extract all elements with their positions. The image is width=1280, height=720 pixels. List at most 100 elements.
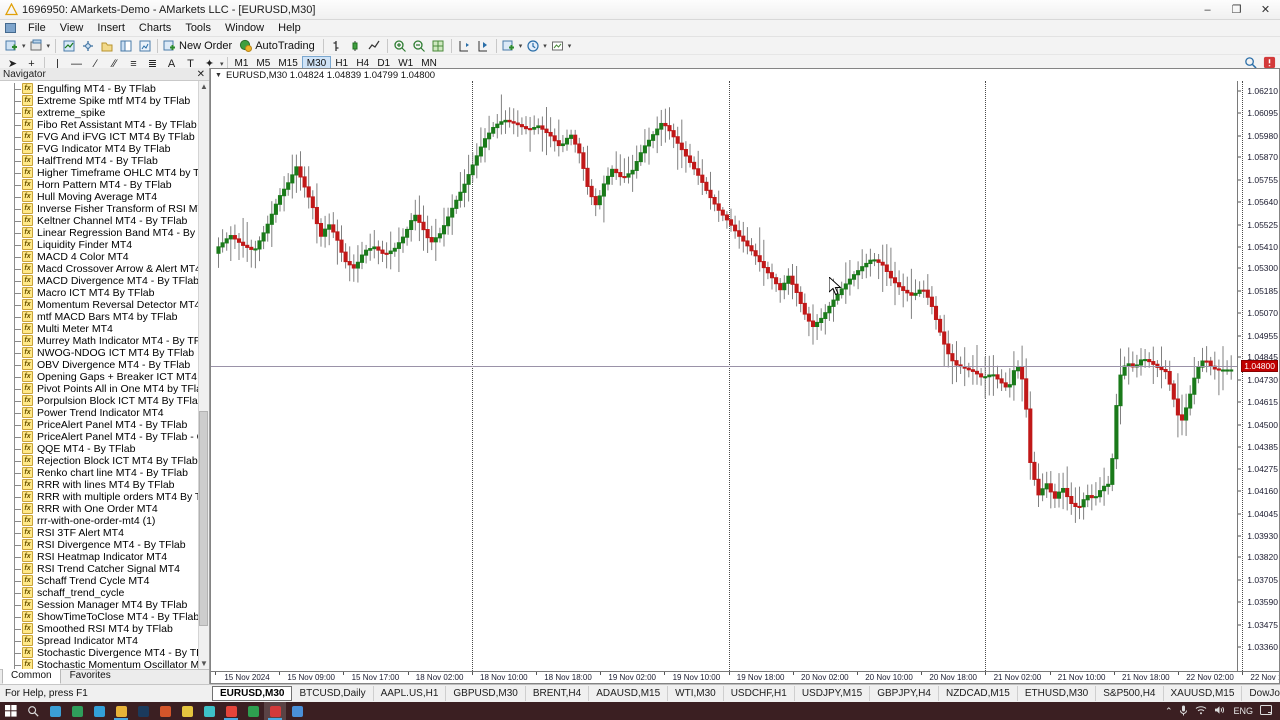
- navigator-indicator-list[interactable]: fx Engulfing MT4 - By TFlab fx Extreme Spik…: [0, 81, 198, 669]
- navigator-item[interactable]: fx RSI Divergence MT4 - By TFlab: [0, 539, 198, 551]
- timeframe-m5[interactable]: M5: [256, 58, 271, 69]
- arrows-caret-icon[interactable]: ▾: [220, 60, 224, 68]
- scroll-up-arrow-icon[interactable]: ▲: [200, 82, 208, 91]
- autotrading-button[interactable]: AutoTrading: [237, 37, 320, 54]
- taskbar-app-photoshop[interactable]: [132, 702, 154, 720]
- maximize-button[interactable]: ❐: [1231, 4, 1242, 16]
- navigator-button[interactable]: [97, 37, 116, 54]
- timeframe-m1[interactable]: M1: [234, 58, 249, 69]
- navigator-item[interactable]: fx Rejection Block ICT MT4 By TFlab: [0, 455, 198, 467]
- taskbar-app-c-red[interactable]: [264, 702, 286, 720]
- zoom-in-button[interactable]: [391, 37, 410, 54]
- horizontal-line-tool[interactable]: —: [71, 57, 82, 70]
- navigator-item[interactable]: fx schaff_trend_cycle: [0, 587, 198, 599]
- equidistant-channel-tool[interactable]: ∕∕: [112, 57, 117, 70]
- profiles-caret-icon[interactable]: ▾: [46, 42, 51, 50]
- menu-help[interactable]: Help: [278, 22, 301, 34]
- navigator-item[interactable]: fx PriceAlert Panel MT4 - By TFlab: [0, 419, 198, 431]
- navigator-item[interactable]: fx Fibo Ret Assistant MT4 - By TFlab: [0, 119, 198, 131]
- navigator-item[interactable]: fx Pivot Points All in One MT4 by TFlab: [0, 383, 198, 395]
- menu-view[interactable]: View: [59, 22, 84, 34]
- crosshair-tool[interactable]: +: [28, 57, 35, 70]
- trendline-tool[interactable]: ∕: [94, 57, 97, 70]
- scrollbar-thumb[interactable]: [199, 411, 208, 626]
- chart-tab-ethusd-m30[interactable]: ETHUSD,M30: [1018, 686, 1097, 701]
- zoom-out-button[interactable]: [410, 37, 429, 54]
- navigator-item[interactable]: fx Liquidity Finder MT4: [0, 239, 198, 251]
- navigator-item[interactable]: fx RSI Trend Catcher Signal MT4: [0, 563, 198, 575]
- navigator-item[interactable]: fx Keltner Channel MT4 - By TFlab: [0, 215, 198, 227]
- taskbar-app-chrome2[interactable]: [286, 702, 308, 720]
- navigator-item[interactable]: fx extreme_spike: [0, 107, 198, 119]
- navigator-item[interactable]: fx Horn Pattern MT4 - By TFlab: [0, 179, 198, 191]
- chart-tab-btcusd-daily[interactable]: BTCUSD,Daily: [292, 686, 374, 701]
- taskbar-app-water[interactable]: [176, 702, 198, 720]
- taskbar-app-amarkets[interactable]: [154, 702, 176, 720]
- taskbar-app-mail[interactable]: [66, 702, 88, 720]
- search-icon[interactable]: [1244, 56, 1257, 72]
- notification-icon[interactable]: [1260, 705, 1272, 717]
- arrows-tool[interactable]: ✦: [204, 58, 215, 70]
- navigator-item[interactable]: fx MACD 4 Color MT4: [0, 251, 198, 263]
- menu-tools[interactable]: Tools: [185, 22, 211, 34]
- timeframe-m15[interactable]: M15: [278, 58, 298, 69]
- new-chart-caret-icon[interactable]: ▾: [22, 42, 26, 50]
- navigator-item[interactable]: fx Higher Timeframe OHLC MT4 by TFlab: [0, 167, 198, 179]
- microphone-icon[interactable]: [1179, 705, 1188, 718]
- navigator-tab-favorites[interactable]: Favorites: [69, 670, 111, 681]
- chart-tab-dowjones30-daily[interactable]: DowJones30,Daily: [1242, 686, 1280, 701]
- new-order-button[interactable]: New Order: [161, 37, 237, 54]
- chart-tab-usdchf-h1[interactable]: USDCHF,H1: [724, 686, 795, 701]
- cursor-tool[interactable]: ➤: [7, 58, 18, 70]
- navigator-item[interactable]: fx MACD Divergence MT4 - By TFlab: [0, 275, 198, 287]
- indicators-button[interactable]: ▾: [500, 37, 525, 54]
- timeframe-w1[interactable]: W1: [398, 58, 414, 69]
- chart-tab-brent-h4[interactable]: BRENT,H4: [526, 686, 590, 701]
- navigator-item[interactable]: fx Opening Gaps + Breaker ICT MT4 By TFla…: [0, 371, 198, 383]
- timeframe-h4[interactable]: H4: [356, 58, 370, 69]
- navigator-item[interactable]: fx Session Manager MT4 By TFlab: [0, 599, 198, 611]
- navigator-item[interactable]: fx Schaff Trend Cycle MT4: [0, 575, 198, 587]
- taskbar-app-explorer[interactable]: [110, 702, 132, 720]
- chart-tab-xauusd-m15[interactable]: XAUUSD,M15: [1164, 686, 1243, 701]
- chart-tab-gbpusd-m30[interactable]: GBPUSD,M30: [446, 686, 526, 701]
- chart-tab-nzdcad-m15[interactable]: NZDCAD,M15: [939, 686, 1018, 701]
- windows-start-icon[interactable]: [0, 702, 22, 720]
- menu-insert[interactable]: Insert: [97, 22, 125, 34]
- close-icon[interactable]: ✕: [196, 68, 205, 80]
- navigator-item[interactable]: fx Murrey Math Indicator MT4 - By TFlab: [0, 335, 198, 347]
- navigator-item[interactable]: fx Spread Indicator MT4: [0, 635, 198, 647]
- navigator-item[interactable]: fx QQE MT4 - By TFlab: [0, 443, 198, 455]
- navigator-item[interactable]: fx OBV Divergence MT4 - By TFlab: [0, 359, 198, 371]
- navigator-item[interactable]: fx ShowTimeToClose MT4 - By TFlab: [0, 611, 198, 623]
- vertical-line-tool[interactable]: |: [56, 57, 59, 70]
- data-window-button[interactable]: [78, 37, 97, 54]
- navigator-item[interactable]: fx RSI 3TF Alert MT4: [0, 527, 198, 539]
- profiles-button[interactable]: ▾: [28, 37, 53, 54]
- scroll-down-arrow-icon[interactable]: ▼: [200, 659, 208, 668]
- tray-chevron-icon[interactable]: ⌃: [1164, 705, 1173, 716]
- alert-icon[interactable]: [1263, 56, 1276, 72]
- text-label-tool[interactable]: T: [187, 57, 194, 70]
- taskbar-app-chrome[interactable]: [220, 702, 242, 720]
- navigator-item[interactable]: fx Hull Moving Average MT4: [0, 191, 198, 203]
- navigator-item[interactable]: fx FVG And iFVG ICT MT4 By TFlab: [0, 131, 198, 143]
- chart-tab-wti-m30[interactable]: WTI,M30: [668, 686, 724, 701]
- new-chart-button[interactable]: ▾: [3, 37, 28, 54]
- navigator-item[interactable]: fx mtf MACD Bars MT4 by TFlab: [0, 311, 198, 323]
- navigator-item[interactable]: fx Stochastic Divergence MT4 - By TFlab: [0, 647, 198, 659]
- line-chart-button[interactable]: [365, 37, 384, 54]
- candlestick-chart-button[interactable]: [346, 37, 365, 54]
- navigator-item[interactable]: fx RRR with lines MT4 By TFlab: [0, 479, 198, 491]
- navigator-item[interactable]: fx Momentum Reversal Detector MT4: [0, 299, 198, 311]
- navigator-item[interactable]: fx Extreme Spike mtf MT4 by TFlab: [0, 95, 198, 107]
- navigator-item[interactable]: fx Stochastic Momentum Oscillator MT4: [0, 659, 198, 669]
- navigator-item[interactable]: fx Power Trend Indicator MT4: [0, 407, 198, 419]
- auto-scroll-button[interactable]: [474, 37, 493, 54]
- menu-window[interactable]: Window: [225, 22, 265, 34]
- templates-button[interactable]: ▾: [549, 37, 574, 54]
- navigator-item[interactable]: fx Porpulsion Block ICT MT4 By TFlab: [0, 395, 198, 407]
- navigator-scrollbar[interactable]: ▲ ▼: [198, 81, 209, 669]
- fibonacci-lines-tool[interactable]: ≣: [147, 58, 158, 70]
- navigator-item[interactable]: fx Macro ICT MT4 By TFlab: [0, 287, 198, 299]
